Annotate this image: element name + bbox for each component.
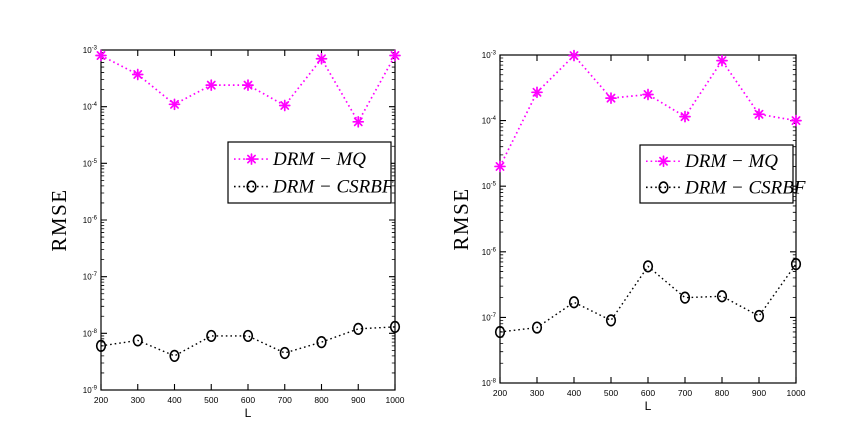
x-tick-label: 1000 — [386, 395, 405, 405]
y-tick-label: 10-5 — [482, 182, 497, 192]
marker-asterisk-icon — [168, 98, 181, 111]
x-tick-label: 400 — [167, 395, 181, 405]
y-tick-label: 10-4 — [83, 102, 98, 112]
marker-circle-icon — [753, 309, 765, 323]
marker-asterisk-icon — [245, 153, 258, 165]
series-line-circle — [499, 263, 797, 333]
marker-asterisk-icon — [753, 108, 765, 121]
legend-entry-label: DRM − MQ — [272, 149, 366, 170]
marker-circle-icon — [353, 322, 364, 335]
chart-svg: 200 300 400 500 600 700 800 900 1000 10-3 10-4 10-5… — [47, 46, 405, 421]
legend-box: DRM − MQ DRM − CSRBF — [639, 144, 806, 204]
marker-circle-icon — [658, 181, 669, 194]
y-tick-label: 10-4 — [482, 116, 497, 126]
y-axis-label: RMSE — [47, 188, 71, 251]
x-tick-label: 1000 — [787, 388, 806, 398]
major-ticks — [100, 49, 396, 391]
y-minor-ticks — [101, 52, 395, 374]
marker-circle-icon — [279, 346, 290, 360]
marker-circle-icon — [679, 291, 691, 304]
plot-border — [100, 49, 396, 391]
y-tick-label: 10-6 — [83, 216, 98, 226]
legend-box: DRM − MQ DRM − CSRBF — [227, 141, 394, 204]
marker-asterisk-icon — [131, 68, 144, 81]
x-tick-label: 200 — [493, 388, 507, 398]
y-tick-label: 10-3 — [482, 51, 497, 61]
chart-svg: 200 300 400 500 600 700 800 900 1000 10-3 10-4 10-5… — [449, 49, 806, 413]
legend-border — [227, 141, 392, 204]
marker-asterisk-icon — [642, 88, 654, 101]
x-tick-label: 400 — [567, 388, 581, 398]
y-axis-label: RMSE — [449, 187, 473, 250]
left-chart: 200 300 400 500 600 700 800 900 1000 10-3 10-4 10-5… — [40, 8, 420, 422]
x-tick-label: 600 — [241, 395, 255, 405]
marker-circle-icon — [246, 180, 257, 193]
marker-asterisk-icon — [205, 79, 218, 91]
marker-circle-icon — [568, 296, 580, 309]
marker-circle-icon — [642, 260, 654, 273]
marker-circle-icon — [494, 325, 506, 339]
legend-entry-label: DRM − CSRBF — [684, 177, 806, 198]
marker-asterisk-icon — [568, 49, 580, 62]
marker-asterisk-icon — [531, 86, 543, 99]
right-chart: 200 300 400 500 600 700 800 900 1000 10-3 10-4 10-5… — [437, 8, 817, 422]
y-tick-label: 10-6 — [482, 247, 497, 256]
marker-asterisk-icon — [315, 52, 328, 65]
marker-asterisk-icon — [605, 92, 617, 104]
y-tick-label: 10-9 — [83, 386, 98, 396]
y-tick-label: 10-5 — [83, 159, 98, 169]
x-tick-label: 500 — [604, 388, 618, 398]
legend-border — [639, 144, 794, 204]
x-axis-label: L — [245, 406, 252, 420]
marker-asterisk-icon — [790, 114, 802, 127]
marker-circle-icon — [605, 314, 617, 327]
marker-circle-icon — [206, 329, 217, 343]
marker-asterisk-icon — [494, 160, 506, 173]
y-tick-label: 10-8 — [83, 329, 98, 339]
x-tick-label: 900 — [752, 388, 766, 398]
x-axis-label: L — [645, 399, 652, 413]
marker-circle-icon — [169, 349, 180, 362]
y-tick-label: 10-8 — [482, 379, 497, 389]
marker-asterisk-icon — [278, 99, 291, 112]
marker-asterisk-icon — [95, 49, 107, 62]
x-tick-label: 300 — [530, 388, 544, 398]
legend-entry-label: DRM − CSRBF — [272, 177, 394, 198]
y-tick-label: 10-7 — [482, 313, 497, 323]
x-tick-label: 300 — [131, 395, 145, 405]
legend-entry-label: DRM − MQ — [684, 151, 778, 172]
marker-circle-icon — [316, 336, 327, 349]
marker-asterisk-icon — [657, 155, 670, 168]
x-tick-label: 900 — [351, 395, 365, 405]
x-tick-label: 700 — [278, 395, 292, 405]
marker-circle-icon — [790, 257, 802, 271]
x-tick-label: 600 — [641, 388, 655, 398]
x-tick-label: 800 — [314, 395, 328, 405]
y-tick-label: 10-7 — [83, 272, 98, 282]
x-tick-label: 200 — [94, 395, 108, 405]
y-tick-label: 10-3 — [83, 46, 98, 56]
marker-circle-icon — [531, 321, 543, 334]
marker-asterisk-icon — [389, 49, 401, 62]
marker-circle-icon — [95, 339, 107, 353]
marker-circle-icon — [242, 329, 254, 343]
marker-circle-icon — [132, 334, 143, 347]
x-tick-label: 800 — [715, 388, 729, 398]
x-tick-label: 500 — [204, 395, 218, 405]
marker-circle-icon — [389, 320, 401, 333]
series-line-asterisk — [499, 54, 797, 167]
marker-asterisk-icon — [352, 115, 365, 128]
marker-circle-icon — [716, 290, 728, 303]
marker-asterisk-icon — [716, 54, 728, 67]
marker-asterisk-icon — [679, 110, 691, 123]
marker-asterisk-icon — [242, 79, 254, 91]
x-tick-label: 700 — [678, 388, 692, 398]
